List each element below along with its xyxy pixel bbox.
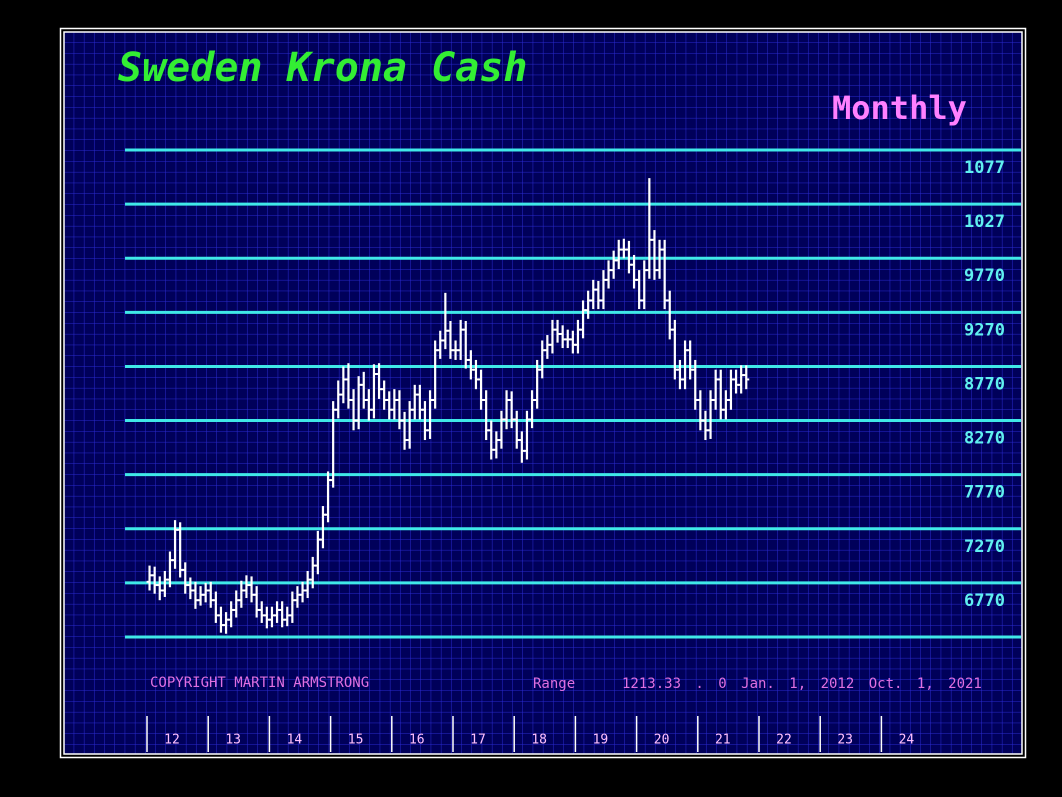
- x-tick-label: 22: [776, 733, 792, 748]
- x-tick-label: 20: [654, 733, 670, 748]
- y-tick-label: 9270: [964, 320, 1005, 340]
- x-tick-label: 24: [899, 733, 915, 748]
- y-tick-label: 9770: [964, 266, 1005, 286]
- x-tick-label: 13: [225, 733, 241, 748]
- x-tick-label: 21: [715, 733, 731, 748]
- frame-inner: [63, 31, 1023, 755]
- range-label: Range: [533, 676, 575, 692]
- y-tick-label: 7270: [964, 537, 1005, 557]
- range-text: 1213.33 . 0 Jan. 1, 2012 Oct. 1, 2021: [622, 676, 982, 692]
- x-tick-label: 16: [409, 733, 425, 748]
- copyright: COPYRIGHT MARTIN ARMSTRONG: [150, 675, 369, 691]
- y-tick-label: 7770: [964, 483, 1005, 503]
- fine-grid: [64, 32, 1022, 754]
- frame-outer: [59, 27, 1027, 759]
- y-tick-label: 1077: [964, 158, 1005, 178]
- x-tick-label: 12: [164, 733, 180, 748]
- x-tick-label: 19: [593, 733, 609, 748]
- y-tick-label: 8270: [964, 429, 1005, 449]
- chart-title: Sweden Krona Cash: [118, 45, 527, 91]
- y-tick-label: 8770: [964, 374, 1005, 394]
- x-tick-label: 17: [470, 733, 486, 748]
- y-tick-label: 1027: [964, 212, 1005, 232]
- y-tick-label: 6770: [964, 591, 1005, 611]
- x-tick-label: 23: [837, 733, 853, 748]
- x-tick-label: 14: [287, 733, 303, 748]
- x-tick-label: 18: [531, 733, 547, 748]
- subtitle: Monthly: [832, 89, 967, 127]
- x-tick-label: 15: [348, 733, 364, 748]
